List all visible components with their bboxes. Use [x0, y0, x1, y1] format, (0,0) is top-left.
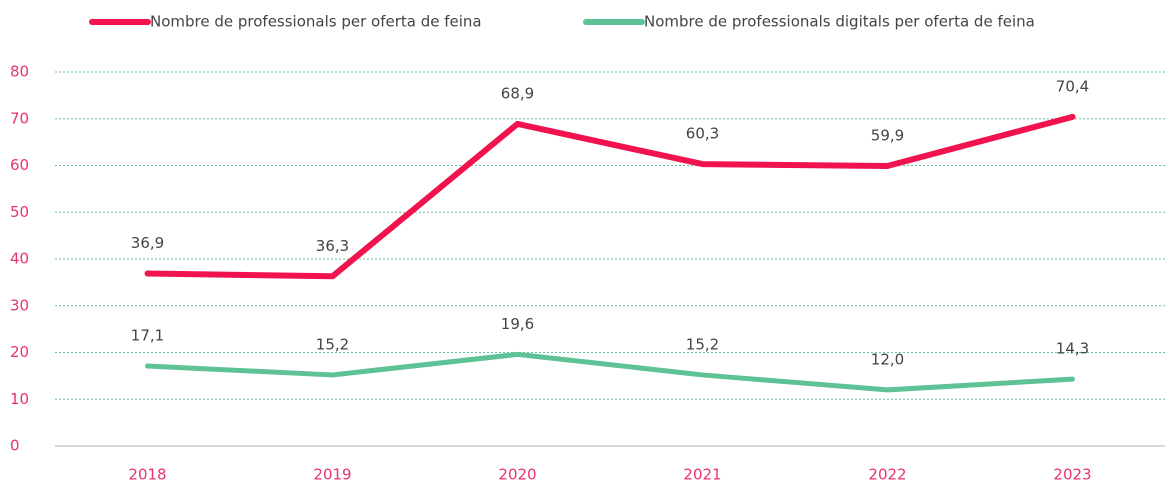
y-tick-label: 50 — [10, 203, 29, 221]
data-label: 70,4 — [1056, 77, 1089, 95]
legend-label: Nombre de professionals digitals per ofe… — [644, 13, 1035, 31]
x-tick-label: 2018 — [128, 466, 166, 484]
y-tick-label: 0 — [10, 437, 20, 455]
y-tick-label: 60 — [10, 156, 29, 174]
x-tick-label: 2019 — [313, 466, 351, 484]
y-tick-label: 40 — [10, 250, 29, 268]
data-label: 36,9 — [131, 234, 164, 252]
data-label: 15,2 — [316, 335, 349, 353]
x-tick-label: 2020 — [498, 466, 536, 484]
x-tick-label: 2023 — [1053, 466, 1091, 484]
y-tick-label: 70 — [10, 109, 29, 127]
legend-label: Nombre de professionals per oferta de fe… — [150, 13, 482, 31]
data-label: 59,9 — [871, 126, 904, 144]
data-label: 68,9 — [501, 84, 534, 102]
y-tick-label: 30 — [10, 296, 29, 314]
data-label: 36,3 — [316, 237, 349, 255]
data-label: 17,1 — [131, 327, 164, 345]
x-tick-label: 2022 — [868, 466, 906, 484]
data-label: 60,3 — [686, 125, 719, 143]
data-label: 15,2 — [686, 335, 719, 353]
data-label: 14,3 — [1056, 340, 1089, 358]
y-tick-label: 80 — [10, 63, 29, 81]
y-tick-label: 20 — [10, 343, 29, 361]
y-tick-label: 10 — [10, 390, 29, 408]
line — [145, 351, 1075, 393]
data-label: 19,6 — [501, 315, 534, 333]
x-tick-label: 2021 — [683, 466, 721, 484]
data-label: 12,0 — [871, 350, 904, 368]
line — [144, 113, 1076, 280]
